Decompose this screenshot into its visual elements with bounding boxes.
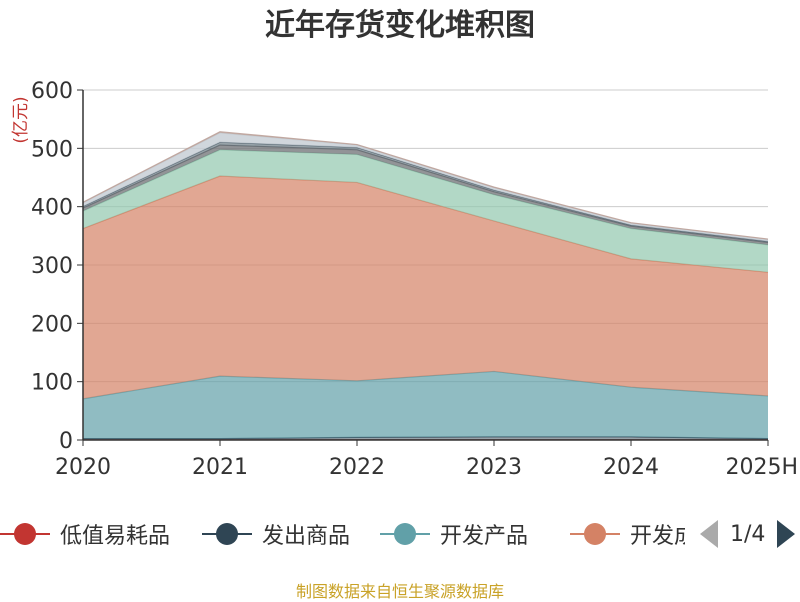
- y-tick-label: 600: [31, 79, 73, 104]
- legend-items: 低值易耗品 发出商品 开发产品 开发成本: [0, 512, 685, 556]
- y-tick-label: 500: [31, 137, 73, 162]
- x-tick-label: 2021: [192, 455, 248, 480]
- x-tick-label: 2020: [55, 455, 111, 480]
- legend: 低值易耗品 发出商品 开发产品 开发成本 1/4: [0, 512, 800, 556]
- legend-page-indicator: 1/4: [730, 522, 765, 547]
- legend-label: 低值易耗品: [60, 518, 170, 550]
- source-note: 制图数据来自恒生聚源数据库: [0, 578, 800, 602]
- y-tick-label: 0: [59, 429, 73, 454]
- legend-item[interactable]: 开发产品: [380, 512, 528, 556]
- stacked-area-chart: 0 100 200 300 400 500 600 2020 2021 2022 2023 2024 2…: [0, 0, 800, 500]
- y-axis-unit-label: (亿元): [11, 96, 31, 143]
- legend-label: 开发产品: [440, 518, 528, 550]
- area-series-3[interactable]: [83, 176, 768, 399]
- legend-next-page-icon[interactable]: [777, 520, 795, 548]
- x-tick-label: 2022: [329, 455, 385, 480]
- x-tick-label: 2024: [603, 455, 659, 480]
- legend-label: 开发成本: [630, 518, 685, 550]
- legend-item[interactable]: 发出商品: [202, 512, 350, 556]
- area-layer: [83, 132, 768, 440]
- x-tick-label: 2025H: [725, 455, 798, 480]
- legend-pager: 1/4: [700, 512, 795, 556]
- x-tick-label: 2023: [466, 455, 522, 480]
- legend-label: 发出商品: [262, 518, 350, 550]
- legend-swatch: [202, 520, 252, 548]
- legend-swatch: [380, 520, 430, 548]
- legend-swatch: [570, 520, 620, 548]
- legend-item[interactable]: 低值易耗品: [0, 512, 170, 556]
- y-tick-label: 400: [31, 196, 73, 221]
- legend-item[interactable]: 开发成本: [570, 512, 685, 556]
- y-tick-label: 100: [31, 371, 73, 396]
- legend-prev-page-icon[interactable]: [700, 520, 718, 548]
- legend-swatch: [0, 520, 50, 548]
- y-tick-label: 200: [31, 312, 73, 337]
- y-tick-label: 300: [31, 254, 73, 279]
